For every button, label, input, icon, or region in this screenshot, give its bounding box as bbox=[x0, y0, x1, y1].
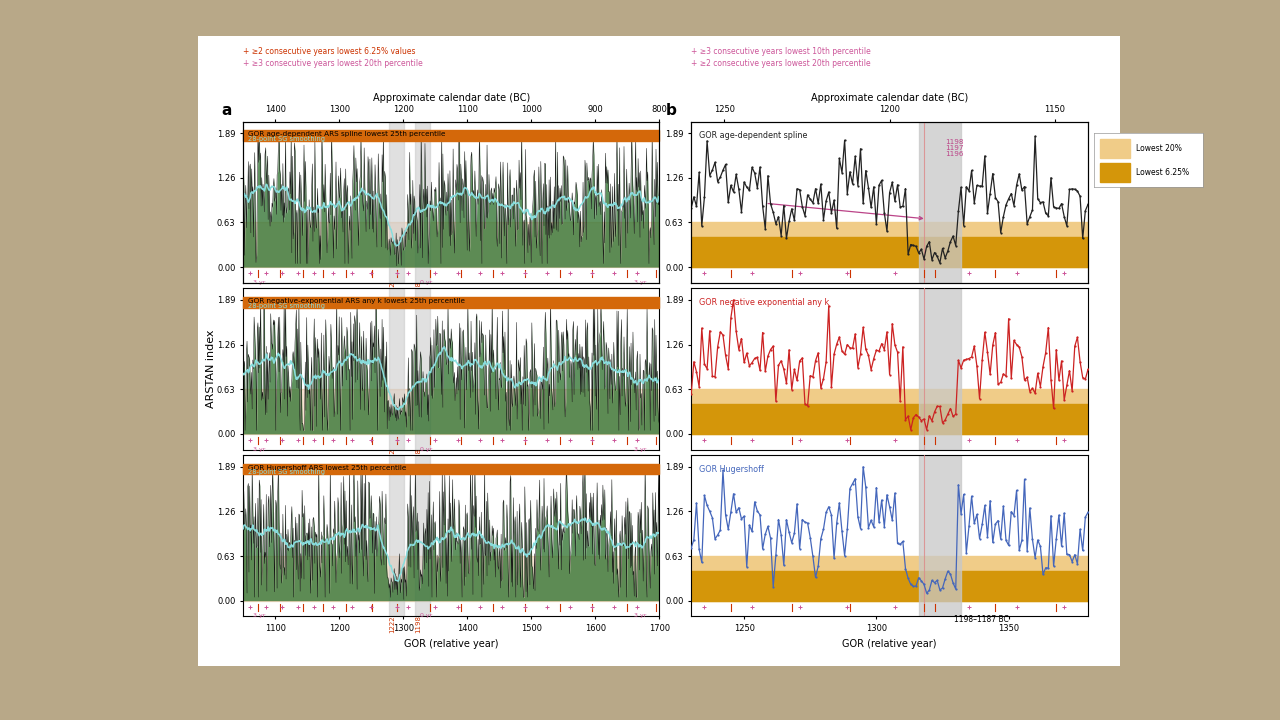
Text: + ≥2 consecutive years lowest 20th percentile: + ≥2 consecutive years lowest 20th perce… bbox=[691, 59, 870, 68]
Text: 28-point SG smoothing: 28-point SG smoothing bbox=[248, 469, 325, 475]
Bar bbox=[415, 122, 430, 283]
Text: 28-point SG smoothing: 28-point SG smoothing bbox=[247, 135, 325, 142]
Bar bbox=[243, 130, 659, 141]
Text: 1196: 1196 bbox=[945, 151, 964, 158]
Bar bbox=[415, 289, 430, 449]
Bar bbox=[243, 390, 659, 434]
Text: Lowest 6.25%: Lowest 6.25% bbox=[1135, 168, 1189, 177]
Text: 3 yr: 3 yr bbox=[253, 613, 266, 618]
Bar bbox=[389, 289, 404, 449]
Text: 28-point SG smoothing: 28-point SG smoothing bbox=[248, 302, 325, 308]
Text: GOR negative-exponential ARS any k lowest 25th percentile: GOR negative-exponential ARS any k lowes… bbox=[248, 298, 465, 304]
Bar bbox=[919, 455, 961, 616]
Bar bbox=[389, 122, 404, 283]
Text: a: a bbox=[221, 103, 232, 118]
Text: GOR age-dependent ARS spline lowest 25th percentile: GOR age-dependent ARS spline lowest 25th… bbox=[247, 131, 445, 138]
Text: 1222: 1222 bbox=[389, 615, 396, 633]
Text: GOR negative exponential any k: GOR negative exponential any k bbox=[699, 298, 829, 307]
Text: + ≥2 consecutive years lowest 6.25% values: + ≥2 consecutive years lowest 6.25% valu… bbox=[243, 47, 416, 56]
Bar bbox=[691, 404, 1088, 434]
Bar bbox=[919, 289, 961, 449]
Bar bbox=[691, 238, 1088, 267]
Bar bbox=[243, 297, 659, 307]
Bar bbox=[243, 464, 659, 474]
Text: ARSTAN index: ARSTAN index bbox=[206, 330, 216, 408]
Bar bbox=[691, 390, 1088, 434]
X-axis label: GOR (relative year): GOR (relative year) bbox=[842, 639, 937, 649]
Text: GOR age-dependent spline: GOR age-dependent spline bbox=[699, 131, 808, 140]
Bar bbox=[919, 122, 961, 283]
X-axis label: GOR (relative year): GOR (relative year) bbox=[404, 639, 498, 649]
Text: + ≥3 consecutive years lowest 20th percentile: + ≥3 consecutive years lowest 20th perce… bbox=[243, 59, 422, 68]
Text: 3 yr: 3 yr bbox=[253, 446, 266, 451]
Bar bbox=[243, 556, 659, 600]
Text: 0 yr: 0 yr bbox=[421, 446, 433, 451]
Text: 1198: 1198 bbox=[945, 139, 964, 145]
Bar bbox=[415, 455, 430, 616]
Bar bbox=[389, 455, 404, 616]
Text: 1198: 1198 bbox=[416, 448, 421, 466]
Text: 3 yr: 3 yr bbox=[634, 613, 646, 618]
Text: 3 yr: 3 yr bbox=[253, 280, 266, 285]
Text: 0 yr: 0 yr bbox=[420, 280, 433, 285]
Bar bbox=[691, 571, 1088, 600]
Text: + ≥3 consecutive years lowest 10th percentile: + ≥3 consecutive years lowest 10th perce… bbox=[691, 47, 870, 56]
Text: b: b bbox=[666, 103, 676, 118]
Text: 3 yr: 3 yr bbox=[634, 446, 646, 451]
Text: GOR Hugershoff: GOR Hugershoff bbox=[699, 464, 764, 474]
Bar bbox=[1100, 138, 1130, 158]
Text: 1198: 1198 bbox=[416, 282, 421, 300]
Text: Lowest 20%: Lowest 20% bbox=[1135, 143, 1181, 153]
Text: 3 yr: 3 yr bbox=[634, 280, 646, 285]
Text: 1222: 1222 bbox=[389, 282, 396, 299]
Text: 1222: 1222 bbox=[389, 448, 396, 466]
Bar bbox=[691, 556, 1088, 600]
Text: 0 yr: 0 yr bbox=[421, 613, 433, 618]
Bar bbox=[243, 222, 659, 267]
Text: 1197: 1197 bbox=[945, 145, 964, 151]
X-axis label: Approximate calendar date (BC): Approximate calendar date (BC) bbox=[812, 93, 968, 103]
Bar bbox=[1100, 163, 1130, 182]
Text: 1198: 1198 bbox=[416, 615, 421, 633]
Bar bbox=[691, 222, 1088, 267]
X-axis label: Approximate calendar date (BC): Approximate calendar date (BC) bbox=[372, 93, 530, 103]
Text: 1198–1187 BC: 1198–1187 BC bbox=[954, 615, 1009, 624]
Text: GOR Hugershoff ARS lowest 25th percentile: GOR Hugershoff ARS lowest 25th percentil… bbox=[248, 465, 406, 471]
